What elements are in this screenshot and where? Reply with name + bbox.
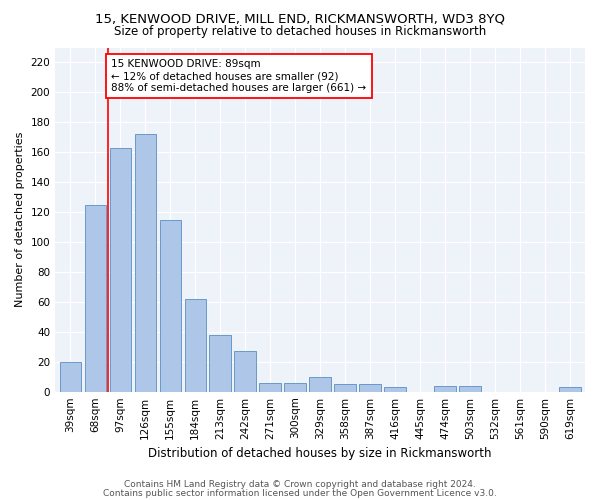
Text: 15, KENWOOD DRIVE, MILL END, RICKMANSWORTH, WD3 8YQ: 15, KENWOOD DRIVE, MILL END, RICKMANSWOR… <box>95 12 505 26</box>
Bar <box>134 134 156 392</box>
Bar <box>359 384 380 392</box>
Text: Size of property relative to detached houses in Rickmansworth: Size of property relative to detached ho… <box>114 25 486 38</box>
Bar <box>59 362 81 392</box>
Bar <box>559 387 581 392</box>
Text: Contains public sector information licensed under the Open Government Licence v3: Contains public sector information licen… <box>103 489 497 498</box>
Bar <box>185 299 206 392</box>
Bar <box>284 382 306 392</box>
Bar <box>385 387 406 392</box>
Bar <box>235 352 256 392</box>
Bar <box>160 220 181 392</box>
Bar <box>460 386 481 392</box>
Bar <box>85 204 106 392</box>
Bar <box>334 384 356 392</box>
Bar <box>434 386 455 392</box>
Bar <box>259 382 281 392</box>
Text: Contains HM Land Registry data © Crown copyright and database right 2024.: Contains HM Land Registry data © Crown c… <box>124 480 476 489</box>
Bar <box>310 376 331 392</box>
X-axis label: Distribution of detached houses by size in Rickmansworth: Distribution of detached houses by size … <box>148 447 492 460</box>
Y-axis label: Number of detached properties: Number of detached properties <box>15 132 25 308</box>
Bar <box>209 335 231 392</box>
Text: 15 KENWOOD DRIVE: 89sqm
← 12% of detached houses are smaller (92)
88% of semi-de: 15 KENWOOD DRIVE: 89sqm ← 12% of detache… <box>112 60 367 92</box>
Bar <box>110 148 131 392</box>
